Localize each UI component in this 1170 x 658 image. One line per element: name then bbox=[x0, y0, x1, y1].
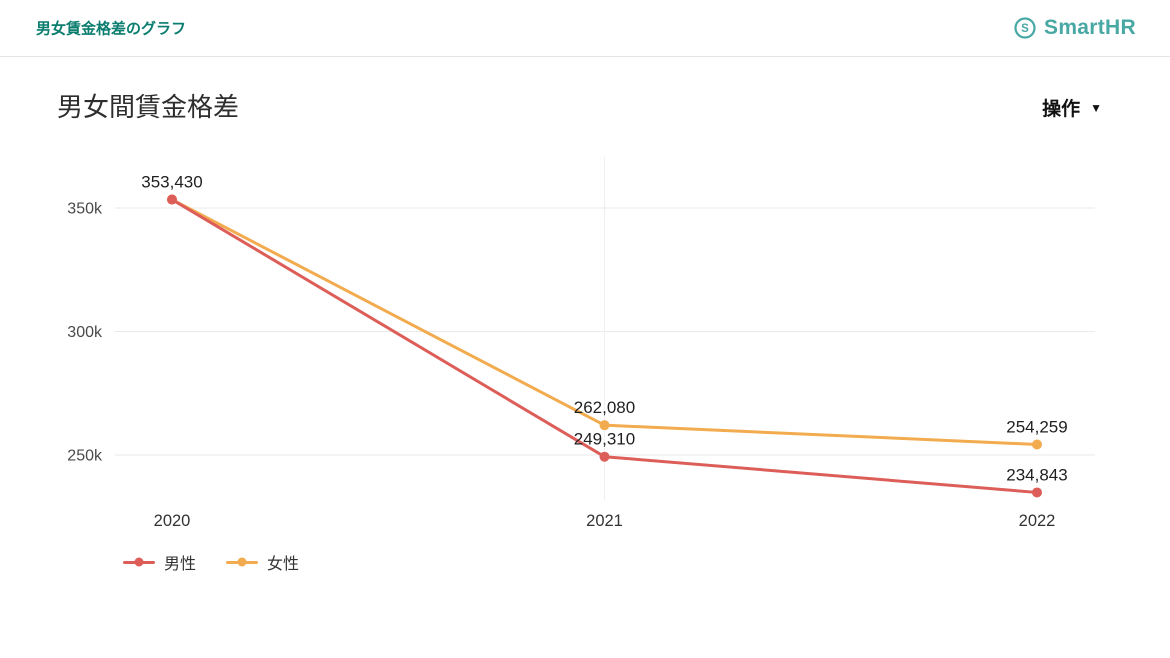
data-label: 234,843 bbox=[1006, 465, 1067, 484]
x-tick-label: 2022 bbox=[1019, 512, 1056, 530]
data-point[interactable] bbox=[1032, 439, 1042, 450]
x-tick-label: 2021 bbox=[586, 512, 623, 530]
chart-canvas: 250k 300k 350k 2020 2021 2022 353,430 262,080 25… bbox=[67, 157, 1095, 530]
svg-text:S: S bbox=[1021, 23, 1029, 35]
line-chart: 250k 300k 350k 2020 2021 2022 353,430 262,080 25… bbox=[0, 150, 1170, 610]
data-label: 254,259 bbox=[1006, 417, 1067, 436]
page-title: 男女間賃金格差 bbox=[57, 92, 240, 122]
actions-dropdown-label: 操作 bbox=[1042, 99, 1081, 120]
breadcrumb[interactable]: 男女賃金格差のグラフ bbox=[36, 20, 187, 38]
legend-label: 男性 bbox=[164, 556, 197, 573]
data-point[interactable] bbox=[599, 420, 610, 431]
brand-name: SmartHR bbox=[1044, 16, 1136, 39]
legend-line-icon bbox=[123, 557, 155, 567]
brand-logo[interactable]: S SmartHR bbox=[1013, 16, 1136, 40]
data-point[interactable] bbox=[1032, 487, 1042, 498]
data-label: 262,080 bbox=[574, 398, 635, 417]
y-tick-label: 350k bbox=[67, 201, 103, 218]
legend-line-icon bbox=[226, 557, 259, 567]
actions-dropdown-button[interactable]: 操作 ▼ bbox=[1042, 94, 1102, 121]
x-tick-label: 2020 bbox=[154, 512, 191, 530]
smarthr-logo-icon: S bbox=[1013, 16, 1037, 40]
chevron-down-icon: ▼ bbox=[1090, 100, 1102, 115]
data-point[interactable] bbox=[167, 194, 177, 205]
data-label: 353,430 bbox=[141, 173, 202, 192]
y-tick-label: 300k bbox=[67, 324, 103, 341]
legend-item-男性[interactable]: 男性 bbox=[123, 550, 196, 574]
chart-legend: 男性 女性 bbox=[123, 550, 299, 574]
top-bar: 男女賃金格差のグラフ S SmartHR bbox=[0, 0, 1170, 57]
y-tick-label: 250k bbox=[67, 448, 103, 465]
legend-label: 女性 bbox=[267, 556, 300, 573]
legend-item-女性[interactable]: 女性 bbox=[226, 550, 299, 574]
data-point[interactable] bbox=[599, 451, 610, 462]
data-label: 249,310 bbox=[574, 430, 635, 449]
